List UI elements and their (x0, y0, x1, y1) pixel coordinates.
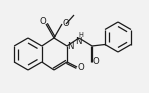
Text: O: O (93, 57, 99, 66)
Text: O: O (40, 16, 46, 25)
Text: O: O (78, 62, 84, 72)
Text: H: H (79, 32, 83, 38)
Text: N: N (75, 36, 81, 45)
Text: O: O (63, 19, 69, 28)
Text: N: N (67, 41, 73, 50)
